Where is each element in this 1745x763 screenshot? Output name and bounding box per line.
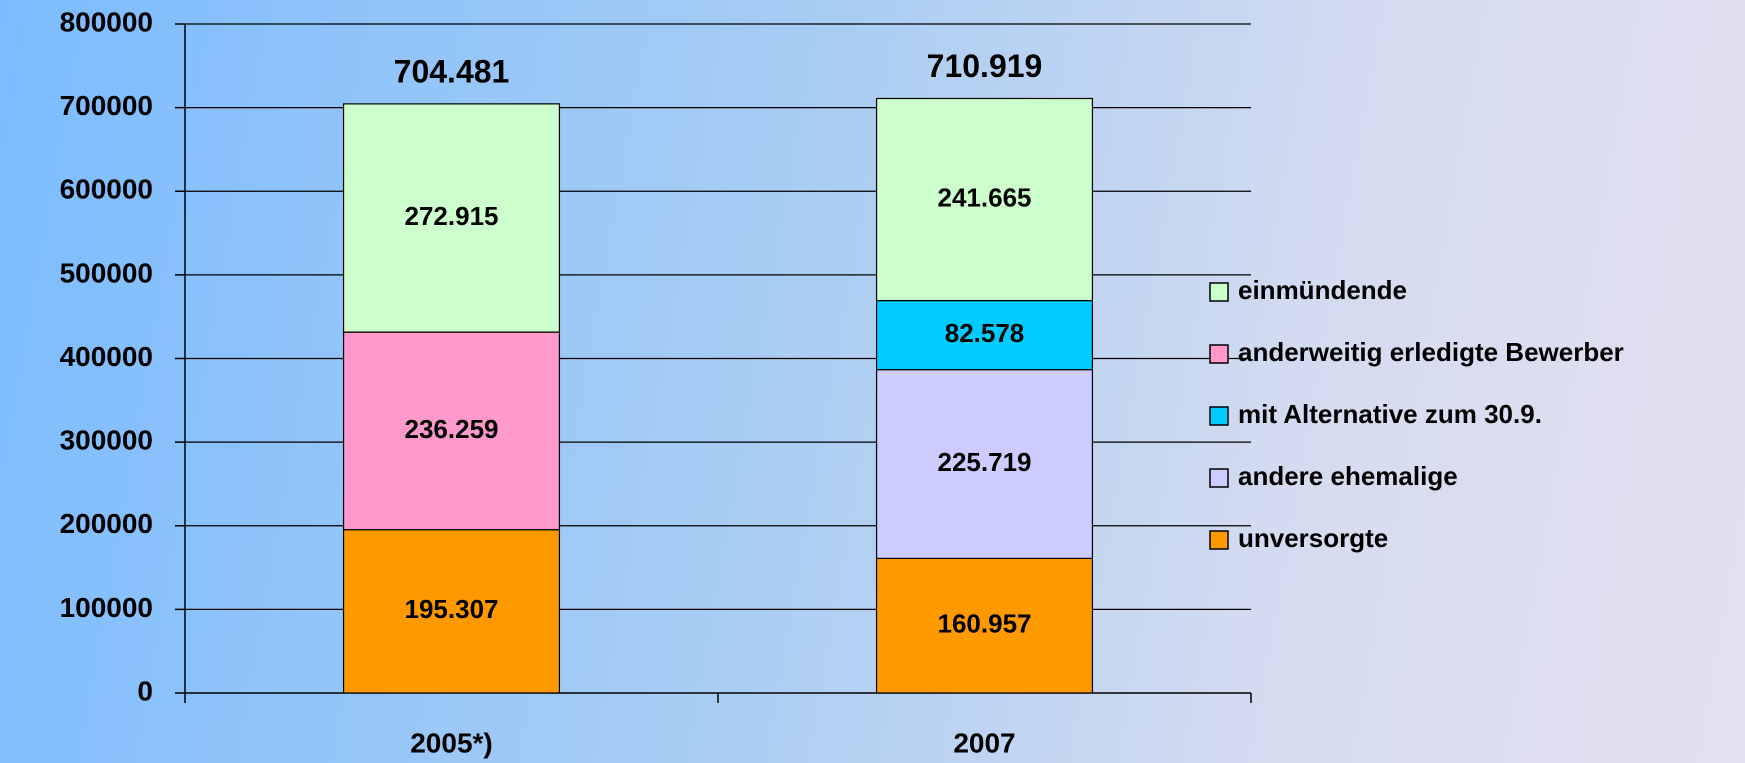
legend-label: mit Alternative zum 30.9.: [1238, 399, 1542, 429]
data-label: 82.578: [945, 318, 1025, 348]
legend-swatch: [1209, 406, 1229, 426]
y-tick-label: 0: [137, 675, 153, 706]
y-tick-label: 300000: [60, 425, 153, 456]
legend-swatch: [1209, 530, 1229, 550]
total-label: 710.919: [927, 48, 1043, 84]
data-label: 225.719: [938, 447, 1032, 477]
data-label: 195.307: [405, 594, 499, 624]
legend-label: unversorgte: [1238, 523, 1388, 553]
bar-segment: [875, 299, 1094, 371]
y-tick-label: 800000: [60, 6, 153, 37]
legend-swatch: [1209, 344, 1229, 364]
y-tick-label: 500000: [60, 257, 153, 288]
x-tick-label: 2005*): [410, 727, 493, 758]
total-label: 704.481: [394, 53, 510, 89]
y-tick-label: 400000: [60, 341, 153, 372]
bar-segment: [342, 331, 561, 531]
data-label: 272.915: [405, 201, 499, 231]
data-label: 241.665: [938, 182, 1032, 212]
y-tick-label: 200000: [60, 508, 153, 539]
x-tick-label: 2007: [953, 727, 1015, 758]
legend-swatch: [1209, 468, 1229, 488]
legend-label: anderweitig erledigte Bewerber: [1238, 337, 1624, 367]
bar-segment: [875, 369, 1094, 559]
data-label: 160.957: [938, 609, 1032, 639]
y-tick-label: 600000: [60, 174, 153, 205]
data-label: 236.259: [405, 414, 499, 444]
legend-label: andere ehemalige: [1238, 461, 1458, 491]
legend-swatch: [1209, 282, 1229, 302]
legend-label: einmündende: [1238, 275, 1407, 305]
bar-segment: [342, 103, 561, 333]
bar-segment: [875, 97, 1094, 302]
y-tick-label: 700000: [60, 90, 153, 121]
bar-segment: [342, 529, 561, 694]
y-tick-label: 100000: [60, 592, 153, 623]
